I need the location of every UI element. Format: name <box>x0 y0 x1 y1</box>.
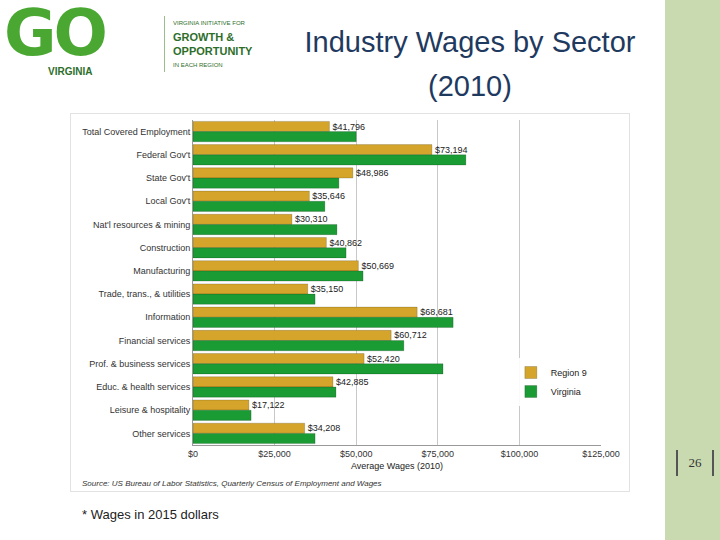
html-text:Industry Wages by Sector (2010: Industry Wages by Sector (2010) <box>304 26 636 102</box>
svg-text:Local Gov't: Local Gov't <box>145 196 190 206</box>
svg-text:$34,208: $34,208 <box>308 423 341 433</box>
svg-text:Educ. & health services: Educ. & health services <box>96 382 191 392</box>
svg-text:Financial services: Financial services <box>119 336 191 346</box>
svg-text:Region 9: Region 9 <box>551 368 587 378</box>
svg-text:$0: $0 <box>188 449 198 459</box>
svg-text:Leisure & hospitality: Leisure & hospitality <box>110 405 191 415</box>
html-text:GROWTH &: GROWTH & <box>173 31 235 43</box>
svg-text:State Gov't: State Gov't <box>146 173 191 183</box>
svg-text:Manufacturing: Manufacturing <box>133 266 190 276</box>
html-text:IN EACH REGION: IN EACH REGION <box>173 62 223 68</box>
svg-text:$100,000: $100,000 <box>501 449 539 459</box>
html-text:26: 26 <box>688 455 702 470</box>
svg-text:Trade, trans., & utilities: Trade, trans., & utilities <box>98 289 190 299</box>
svg-text:Construction: Construction <box>140 243 191 253</box>
html-text:VIRGINIA: VIRGINIA <box>48 66 93 77</box>
svg-text:Nat'l resources & mining: Nat'l resources & mining <box>93 220 190 230</box>
svg-text:Virginia: Virginia <box>551 387 581 397</box>
svg-text:Federal Gov't: Federal Gov't <box>136 150 190 160</box>
svg-text:$52,420: $52,420 <box>367 354 400 364</box>
svg-text:$30,310: $30,310 <box>295 214 328 224</box>
svg-text:$48,986: $48,986 <box>356 168 389 178</box>
html-text:OPPORTUNITY: OPPORTUNITY <box>173 45 253 57</box>
svg-text:Other services: Other services <box>132 429 191 439</box>
svg-text:$60,712: $60,712 <box>394 330 427 340</box>
svg-text:$17,122: $17,122 <box>252 400 285 410</box>
svg-text:Average Wages (2010): Average Wages (2010) <box>351 461 443 471</box>
svg-text:Prof. & business services: Prof. & business services <box>89 359 191 369</box>
svg-text:$75,000: $75,000 <box>422 449 455 459</box>
svg-text:Information: Information <box>145 312 190 322</box>
svg-text:$68,681: $68,681 <box>420 307 453 317</box>
svg-text:$73,194: $73,194 <box>435 145 468 155</box>
svg-text:$125,000: $125,000 <box>582 449 620 459</box>
svg-text:$35,150: $35,150 <box>311 284 344 294</box>
html-text:* Wages in 2015 dollars: * Wages in 2015 dollars <box>82 507 219 522</box>
html-text:Source: US Bureau of Labor Sta: Source: US Bureau of Labor Statistics, Q… <box>82 479 382 488</box>
svg-text:Total Covered Employment: Total Covered Employment <box>82 127 191 137</box>
svg-text:$25,000: $25,000 <box>258 449 291 459</box>
svg-text:$50,000: $50,000 <box>340 449 373 459</box>
svg-text:$41,796: $41,796 <box>332 122 365 132</box>
svg-text:$35,646: $35,646 <box>312 191 345 201</box>
svg-text:$42,885: $42,885 <box>336 377 369 387</box>
html-text:VIRGINIA INITIATIVE FOR: VIRGINIA INITIATIVE FOR <box>173 20 245 26</box>
svg-text:$50,669: $50,669 <box>361 261 394 271</box>
svg-text:$40,862: $40,862 <box>329 238 362 248</box>
